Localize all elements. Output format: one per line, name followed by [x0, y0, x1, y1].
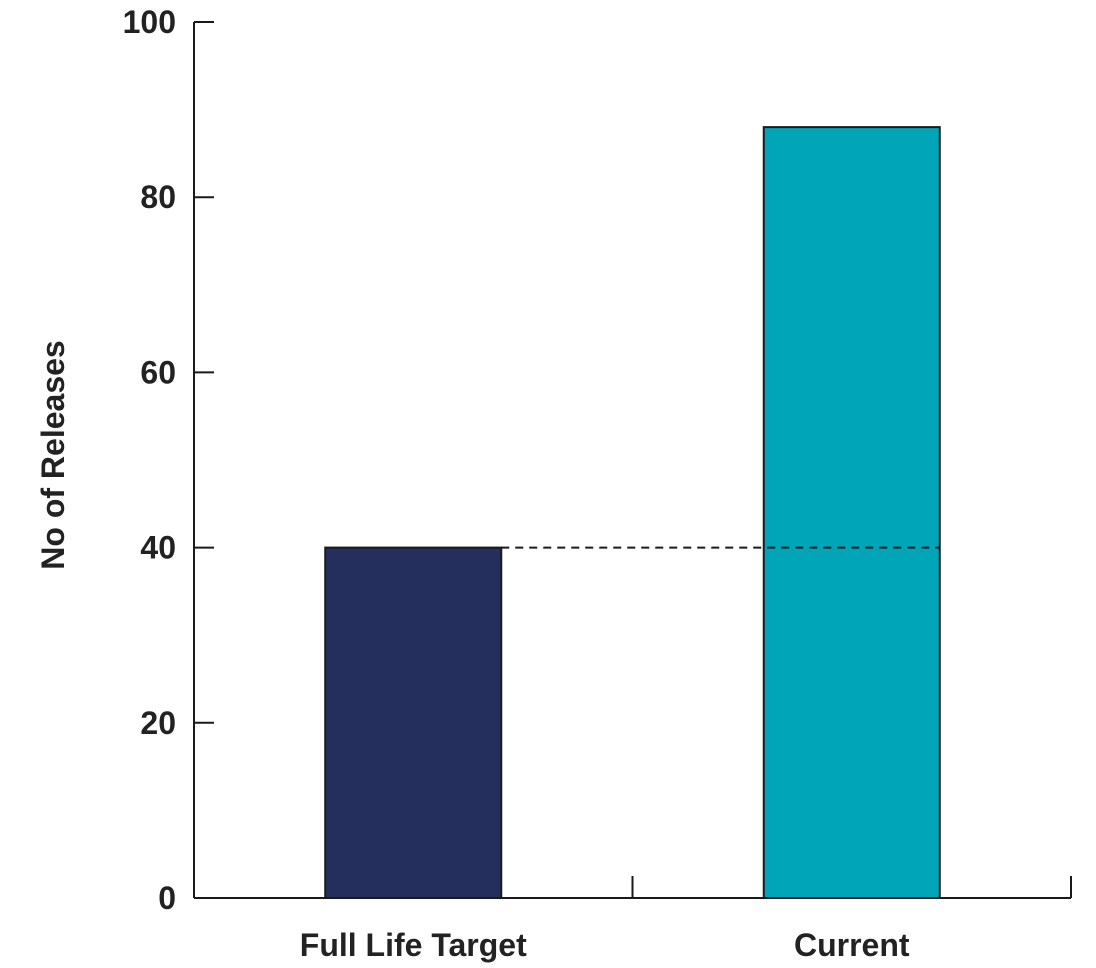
x-tick-label: Current: [794, 927, 910, 963]
y-tick-label: 20: [140, 705, 176, 741]
y-tick-label: 0: [158, 880, 176, 916]
y-tick-label: 40: [140, 530, 176, 566]
y-tick-label: 80: [140, 179, 176, 215]
y-tick-label: 60: [140, 354, 176, 390]
plot-area: 0 20 40 60 80 100 Full Life Target Current: [123, 4, 1072, 963]
y-tick-label: 100: [123, 4, 176, 40]
bar-full-life-target: [324, 546, 503, 899]
x-tick-label: Full Life Target: [300, 927, 527, 963]
bar-current: [762, 126, 941, 900]
y-axis-title: No of Releases: [35, 340, 71, 569]
